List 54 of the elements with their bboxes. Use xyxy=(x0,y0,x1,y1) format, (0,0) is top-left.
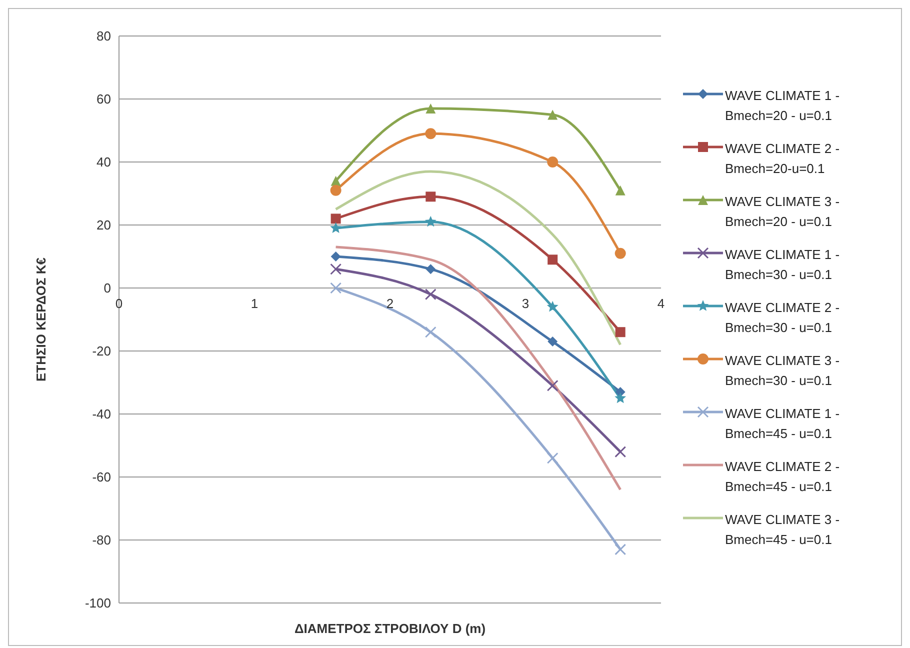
point xyxy=(614,248,626,259)
y-tick-label: -80 xyxy=(92,532,111,548)
y-tick-label: 80 xyxy=(96,28,111,44)
y-tick-label: -60 xyxy=(92,470,111,485)
legend-label: WAVE CLIMATE 3 - Bmech=45 - u=0.1 xyxy=(725,510,841,548)
point xyxy=(614,544,626,556)
x-tick-label: 1 xyxy=(250,296,258,311)
legend-label: WAVE CLIMATE 2 - Bmech=20-u=0.1 xyxy=(725,140,841,178)
line-series xyxy=(334,170,622,346)
point xyxy=(330,263,342,275)
legend-label: WAVE CLIMATE 3 - Bmech=20 - u=0.1 xyxy=(725,192,841,230)
legend-label: WAVE CLIMATE 2 - Bmech=45 - u=0.1 xyxy=(725,458,841,496)
legend-label: WAVE CLIMATE 3 - Bmech=30 - u=0.1 xyxy=(725,352,841,390)
point xyxy=(614,446,626,458)
point xyxy=(548,110,558,120)
point xyxy=(426,192,436,202)
y-tick-label: 0 xyxy=(104,280,111,296)
y-tick-label: -20 xyxy=(92,344,111,359)
y-tick-label: 20 xyxy=(96,218,111,233)
point xyxy=(546,300,558,312)
point xyxy=(426,264,436,274)
y-axis-title: ΕΤΗΣΙΟ ΚΕΡΔΟΣ K€ xyxy=(34,257,49,382)
point xyxy=(547,156,558,168)
x-tick-label: 4 xyxy=(657,296,665,311)
y-tick-label: -40 xyxy=(92,406,111,422)
point xyxy=(424,216,436,227)
point xyxy=(330,252,341,262)
point xyxy=(425,128,436,140)
point xyxy=(330,282,342,294)
point xyxy=(330,184,342,196)
point xyxy=(615,185,626,196)
point xyxy=(426,103,436,114)
y-tick-label: 60 xyxy=(96,92,111,107)
x-axis-title: ΔΙΑΜΕΤΡΟΣ ΣΤΡΟΒΙΛΟΥ D (m) xyxy=(294,621,486,636)
legend-label: WAVE CLIMATE 1 - Bmech=20 - u=0.1 xyxy=(725,86,841,124)
point xyxy=(424,288,436,300)
point xyxy=(330,214,341,224)
point xyxy=(546,452,558,464)
point xyxy=(424,326,436,338)
point xyxy=(615,327,626,338)
legend-label: WAVE CLIMATE 2 - Bmech=30 - u=0.1 xyxy=(725,298,841,336)
legend-label: WAVE CLIMATE 1 - Bmech=30 - u=0.1 xyxy=(725,246,841,284)
point xyxy=(614,392,626,404)
y-tick-label: 40 xyxy=(96,154,111,170)
legend-label: WAVE CLIMATE 1 - Bmech=45 - u=0.1 xyxy=(725,404,841,442)
x-tick-label: 3 xyxy=(522,296,530,311)
point xyxy=(548,254,558,265)
point xyxy=(330,222,342,234)
point xyxy=(546,380,558,392)
line-series xyxy=(334,246,622,491)
y-tick-label: -100 xyxy=(84,596,111,611)
x-tick-label: 0 xyxy=(115,296,123,311)
x-tick-label: 2 xyxy=(386,296,394,311)
point xyxy=(548,336,558,347)
